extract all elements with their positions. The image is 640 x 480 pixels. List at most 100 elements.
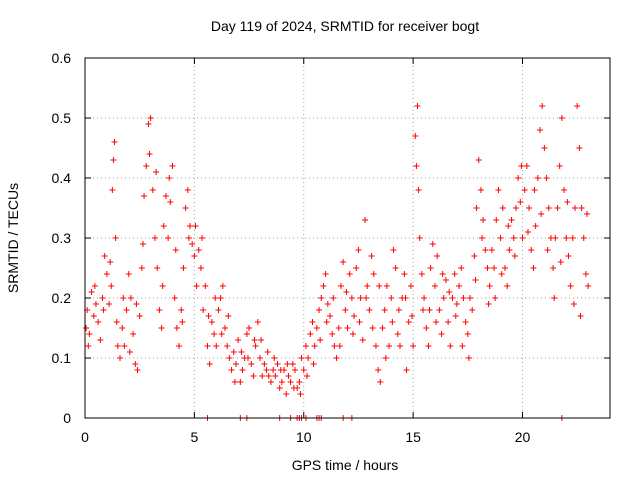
data-point: [578, 205, 585, 211]
data-point: [119, 325, 126, 331]
data-point: [141, 193, 148, 199]
data-point: [235, 337, 242, 343]
x-tick-label: 5: [190, 429, 198, 445]
data-point: [458, 265, 465, 271]
data-point: [395, 307, 402, 313]
data-point: [445, 319, 452, 325]
data-point: [123, 307, 130, 313]
data-point: [388, 295, 395, 301]
data-point: [292, 367, 298, 373]
data-point: [556, 163, 563, 169]
data-point: [577, 313, 584, 319]
data-point: [413, 163, 420, 169]
data-point: [251, 337, 258, 343]
data-point: [278, 379, 285, 385]
data-point: [351, 313, 358, 319]
data-point: [158, 325, 165, 331]
data-point: [309, 319, 316, 325]
data-point: [383, 283, 390, 289]
data-point: [252, 343, 259, 349]
data-point: [185, 235, 192, 241]
y-tick-label: 0.6: [52, 50, 72, 66]
data-point: [297, 391, 304, 397]
data-point: [353, 265, 360, 271]
y-tick-label: 0.3: [52, 230, 72, 246]
data-point: [145, 121, 152, 127]
data-point: [300, 367, 307, 373]
data-point: [248, 361, 255, 367]
data-point: [146, 151, 153, 157]
data-point: [526, 205, 533, 211]
data-point: [287, 379, 294, 385]
data-point: [570, 301, 577, 307]
data-point: [505, 223, 512, 229]
data-point: [200, 307, 207, 313]
data-point: [515, 175, 522, 181]
data-point: [504, 283, 511, 289]
data-point: [355, 247, 362, 253]
data-point: [261, 361, 268, 367]
data-point: [112, 235, 119, 241]
data-point: [88, 289, 95, 295]
data-point: [414, 103, 421, 109]
data-point: [106, 301, 113, 307]
data-point: [111, 139, 118, 145]
data-point: [519, 235, 526, 241]
x-tick-label: 15: [405, 429, 421, 445]
data-point: [189, 241, 196, 247]
data-point: [244, 355, 251, 361]
data-point: [492, 295, 499, 301]
data-point: [205, 313, 212, 319]
data-point: [110, 157, 117, 163]
data-point: [290, 385, 297, 391]
chart-title: Day 119 of 2024, SRMTID for receiver bog…: [211, 18, 479, 34]
data-point: [208, 319, 215, 325]
y-tick-label: 0: [63, 410, 71, 426]
data-point: [403, 367, 410, 373]
data-point: [95, 319, 102, 325]
data-point: [206, 361, 213, 367]
data-point: [237, 379, 244, 385]
data-point: [464, 331, 471, 337]
data-point: [368, 253, 375, 259]
data-point: [524, 229, 531, 235]
data-point: [340, 259, 347, 265]
data-point: [152, 235, 158, 241]
data-point: [160, 223, 167, 229]
data-point: [471, 253, 478, 259]
data-point: [561, 187, 568, 193]
data-point: [394, 331, 401, 337]
data-point: [156, 307, 163, 313]
data-point: [534, 175, 541, 181]
data-point: [270, 367, 277, 373]
data-point: [389, 319, 396, 325]
data-point: [316, 307, 323, 313]
data-point: [327, 313, 333, 319]
data-point: [86, 331, 93, 337]
x-axis-label: GPS time / hours: [292, 457, 399, 473]
data-point: [386, 343, 393, 349]
data-point: [159, 283, 166, 289]
plot-frame: [84, 57, 611, 419]
data-point: [265, 373, 272, 379]
data-point: [243, 331, 250, 337]
data-point: [416, 235, 423, 241]
data-point: [219, 283, 226, 289]
data-point: [91, 283, 98, 289]
data-point: [126, 349, 133, 355]
data-point: [178, 307, 185, 313]
data-point: [191, 253, 198, 259]
data-point: [212, 295, 219, 301]
data-point: [165, 235, 172, 241]
data-point: [139, 241, 146, 247]
data-point: [277, 367, 284, 373]
data-point: [502, 265, 508, 271]
data-point: [491, 265, 498, 271]
data-point: [426, 307, 433, 313]
data-point: [382, 355, 389, 361]
data-point: [120, 295, 127, 301]
data-point: [162, 193, 169, 199]
data-point: [125, 271, 132, 277]
